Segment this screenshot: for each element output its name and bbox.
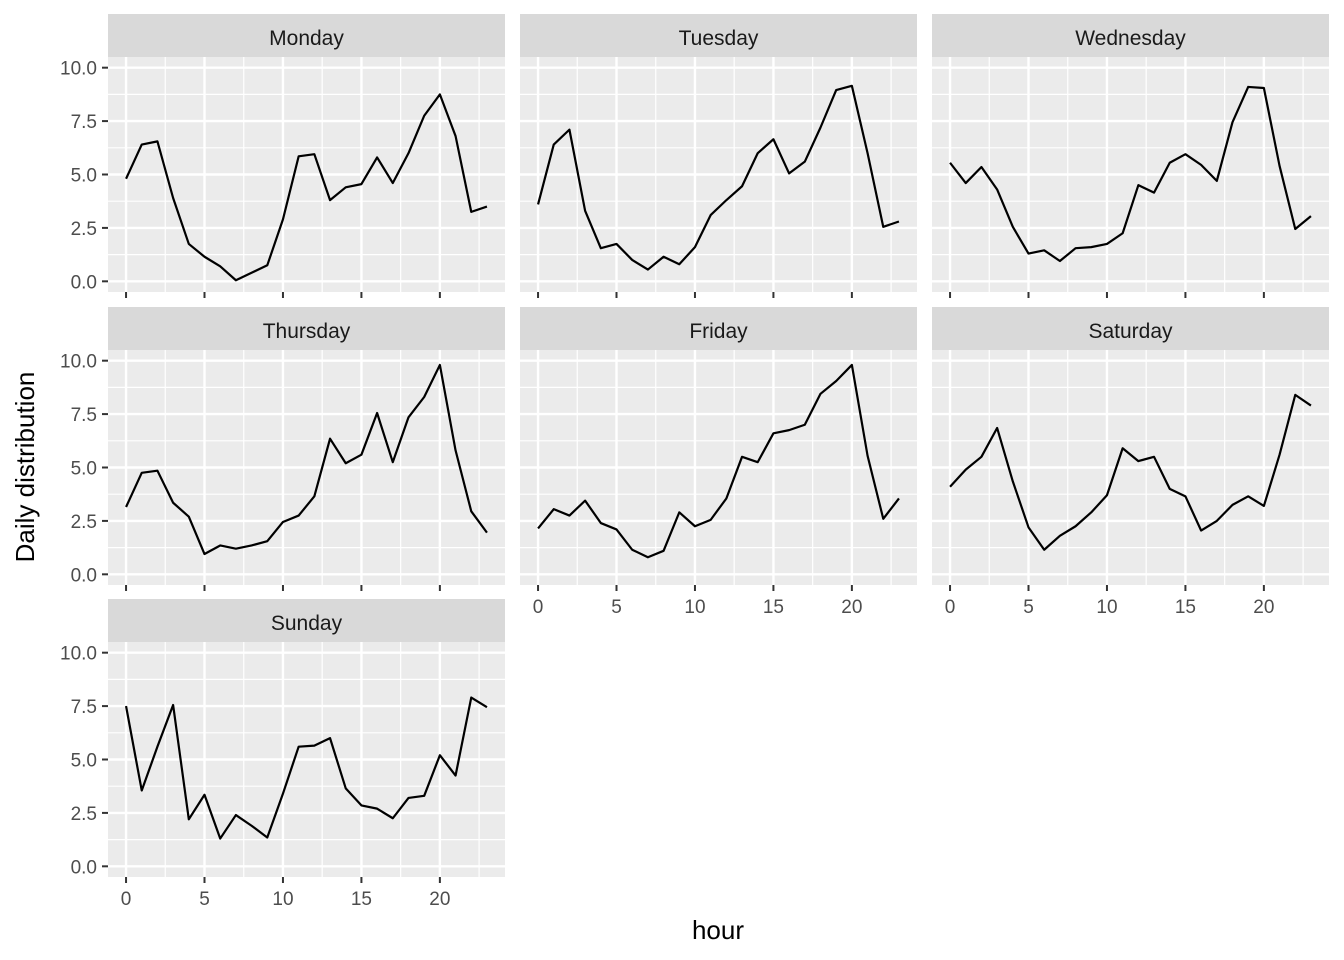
facet-strip-label: Sunday: [271, 612, 343, 635]
y-tick-label: 0.0: [71, 272, 97, 293]
facet-strip-label: Saturday: [1088, 320, 1173, 343]
x-tick-label: 15: [1175, 597, 1196, 618]
y-tick-label: 10.0: [60, 352, 97, 373]
y-tick-label: 2.5: [71, 804, 97, 825]
x-tick-label: 0: [121, 889, 132, 910]
y-tick-label: 0.0: [71, 857, 97, 878]
series-line-sunday: [124, 696, 488, 840]
y-tick-label: 2.5: [71, 219, 97, 240]
facet-strip: [108, 14, 505, 57]
x-tick-label: 5: [199, 889, 210, 910]
facet-strip: [108, 599, 505, 642]
facet-strip-label: Thursday: [263, 320, 351, 343]
x-axis-title: hour: [692, 915, 744, 945]
y-tick-label: 5.0: [71, 166, 97, 187]
x-axis: 0 5 10 15 20: [533, 585, 862, 618]
facet-strip-label: Monday: [269, 27, 344, 50]
gridlines: [108, 350, 505, 585]
gridlines: [932, 57, 1329, 292]
y-axis: 0.0 2.5 5.0 7.5 10.0: [60, 644, 108, 878]
facet-strip-label: Friday: [689, 320, 748, 343]
series-line-friday: [537, 363, 900, 559]
facet-strip-label: Wednesday: [1075, 27, 1186, 50]
series-line-wednesday: [949, 85, 1312, 263]
facet-strip: [932, 307, 1329, 350]
x-tick-label: 10: [1096, 597, 1117, 618]
facet-strip: [932, 14, 1329, 57]
y-axis-title: Daily distribution: [10, 372, 40, 563]
x-axis: 0 5 10 15 20: [945, 585, 1274, 618]
y-tick-label: 2.5: [71, 512, 97, 533]
y-tick-label: 7.5: [71, 112, 97, 133]
y-tick-label: 5.0: [71, 459, 97, 480]
facet-tuesday: Tuesday: [520, 14, 917, 298]
x-tick-label: 10: [272, 889, 293, 910]
facet-sunday: Sunday 0.0 2.5 5.0 7.5 10.0 0 5 10 15 20: [60, 599, 505, 910]
gridlines: [108, 57, 505, 292]
y-tick-label: 5.0: [71, 751, 97, 772]
x-tick-label: 10: [684, 597, 705, 618]
y-axis: 0.0 2.5 5.0 7.5 10.0: [60, 352, 108, 586]
y-tick-label: 7.5: [71, 697, 97, 718]
facet-strip: [520, 14, 917, 57]
gridlines: [108, 642, 505, 877]
y-axis: 0.0 2.5 5.0 7.5 10.0: [60, 59, 108, 293]
x-axis: [537, 292, 853, 298]
x-tick-label: 15: [763, 597, 784, 618]
x-axis: [949, 292, 1265, 298]
series-line-thursday: [125, 363, 488, 556]
gridlines: [932, 350, 1329, 585]
x-axis: [125, 585, 441, 591]
x-axis: 0 5 10 15 20: [121, 877, 450, 910]
y-tick-label: 10.0: [60, 59, 97, 80]
series-line-monday: [125, 93, 488, 282]
facet-thursday: Thursday 0.0 2.5 5.0 7.5 10.0: [60, 307, 505, 591]
facet-saturday: Saturday 0 5 10 15 20: [932, 307, 1329, 618]
x-tick-label: 0: [533, 597, 544, 618]
y-tick-label: 7.5: [71, 405, 97, 426]
x-tick-label: 5: [611, 597, 622, 618]
y-tick-label: 10.0: [60, 644, 97, 665]
series-line-saturday: [949, 393, 1312, 551]
gridlines: [520, 350, 917, 585]
x-tick-label: 20: [841, 597, 862, 618]
facet-wednesday: Wednesday: [932, 14, 1329, 298]
facet-panels: Monday 0.0 2.5 5.0 7.5 10.0 Tuesday Wednesday Th…: [60, 14, 1329, 910]
facet-strip-label: Tuesday: [679, 27, 759, 50]
facet-strip: [108, 307, 505, 350]
x-axis: [125, 292, 441, 298]
facet-friday: Friday 0 5 10 15 20: [520, 307, 917, 618]
x-tick-label: 5: [1023, 597, 1034, 618]
facet-strip: [520, 307, 917, 350]
series-line-tuesday: [536, 84, 900, 271]
x-tick-label: 20: [1253, 597, 1274, 618]
gridlines: [520, 57, 917, 292]
x-tick-label: 20: [429, 889, 450, 910]
y-tick-label: 0.0: [71, 565, 97, 586]
x-tick-label: 15: [351, 889, 372, 910]
facet-monday: Monday 0.0 2.5 5.0 7.5 10.0: [60, 14, 505, 298]
x-tick-label: 0: [945, 597, 956, 618]
